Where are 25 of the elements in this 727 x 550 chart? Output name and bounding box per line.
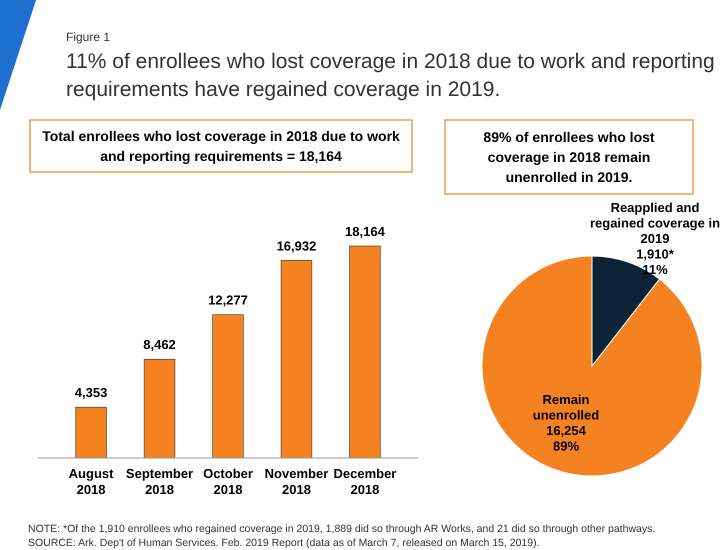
data-label: 4,353 bbox=[74, 385, 108, 400]
text: 11% of enrollees who lost coverage in 2018 due to work and reporting requirements have regained coverage in 2019. bbox=[66, 50, 715, 101]
bar bbox=[349, 246, 381, 458]
slice-label: Reapplied and regained coverage in 2019 bbox=[590, 200, 720, 246]
bar bbox=[212, 314, 244, 458]
chart-title: Total enrollees who lost coverage in 2018 due to work and reporting requirements = 18,164 bbox=[42, 128, 400, 164]
x-tick-label: November 2018 bbox=[264, 466, 328, 497]
x-tick-label: September 2018 bbox=[126, 466, 194, 497]
bar bbox=[75, 406, 107, 458]
x-tick-label: December 2018 bbox=[334, 466, 396, 497]
data-label: 12,277 bbox=[208, 292, 248, 308]
bar bbox=[144, 358, 176, 458]
chart-title: 89% of enrollees who lost coverage in 2018 remain unenrolled in 2019. bbox=[483, 129, 655, 185]
data-label: 16,932 bbox=[276, 238, 316, 254]
data-label: 16,254 89% bbox=[546, 423, 587, 454]
data-label: 1,910* 11% bbox=[636, 246, 675, 277]
caption: Figure 1 bbox=[66, 30, 110, 44]
data-label: 18,164 bbox=[345, 224, 386, 239]
bar bbox=[280, 260, 312, 458]
x-tick-label: August 2018 bbox=[68, 466, 114, 497]
source-note: SOURCE: Ark. Dep't of Human Services. Feb. 2019 Report (data as of March 7, released on March 15, 2019). bbox=[28, 537, 540, 549]
slice-label: Remain unenrolled bbox=[532, 392, 600, 422]
text: NOTE: *Of the 1,910 enrollees who regained coverage in 2019, 1,889 did so through AR Works, and 21 did so through other pathways. bbox=[28, 523, 656, 535]
data-label: 8,462 bbox=[143, 337, 176, 352]
x-tick-label: October 2018 bbox=[203, 466, 253, 497]
